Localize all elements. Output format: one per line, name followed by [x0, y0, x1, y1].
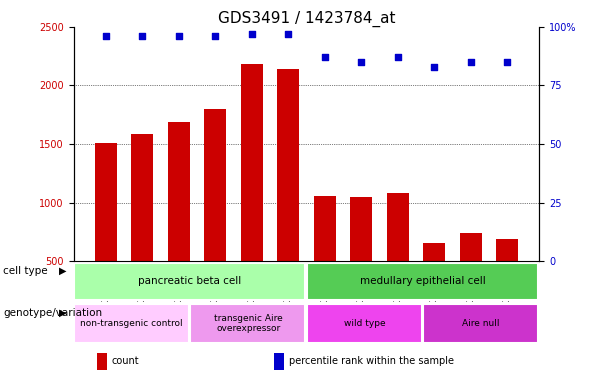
- Bar: [306, 263, 538, 300]
- Bar: [277, 69, 299, 261]
- Text: medullary epithelial cell: medullary epithelial cell: [360, 276, 486, 286]
- Text: cell type: cell type: [3, 266, 48, 276]
- Bar: [460, 233, 482, 261]
- Text: pancreatic beta cell: pancreatic beta cell: [139, 276, 242, 286]
- Point: [283, 31, 293, 37]
- Bar: [497, 239, 518, 261]
- Bar: [314, 196, 336, 261]
- Bar: [350, 197, 372, 261]
- Bar: [190, 304, 305, 343]
- Bar: [387, 193, 409, 261]
- Bar: [97, 353, 107, 370]
- Point: [137, 33, 147, 39]
- Text: wild type: wild type: [344, 319, 386, 328]
- Bar: [274, 353, 284, 370]
- Bar: [95, 143, 116, 261]
- Text: count: count: [112, 356, 139, 366]
- Point: [356, 59, 366, 65]
- Text: genotype/variation: genotype/variation: [3, 308, 102, 318]
- Bar: [423, 304, 538, 343]
- Point: [429, 64, 439, 70]
- Text: ▶: ▶: [59, 308, 67, 318]
- Point: [320, 54, 330, 60]
- Bar: [241, 65, 263, 261]
- Point: [247, 31, 257, 37]
- Point: [174, 33, 184, 39]
- Title: GDS3491 / 1423784_at: GDS3491 / 1423784_at: [218, 11, 395, 27]
- Bar: [131, 134, 153, 261]
- Text: ▶: ▶: [59, 266, 67, 276]
- Point: [393, 54, 403, 60]
- Bar: [424, 243, 445, 261]
- Point: [466, 59, 476, 65]
- Text: Aire null: Aire null: [462, 319, 500, 328]
- Bar: [168, 122, 189, 261]
- Bar: [204, 109, 226, 261]
- Bar: [74, 263, 305, 300]
- Point: [210, 33, 220, 39]
- Text: non-transgenic control: non-transgenic control: [80, 319, 183, 328]
- Text: transgenic Aire
overexpressor: transgenic Aire overexpressor: [214, 314, 283, 333]
- Point: [101, 33, 110, 39]
- Bar: [306, 304, 422, 343]
- Point: [503, 59, 512, 65]
- Text: percentile rank within the sample: percentile rank within the sample: [289, 356, 454, 366]
- Bar: [74, 304, 189, 343]
